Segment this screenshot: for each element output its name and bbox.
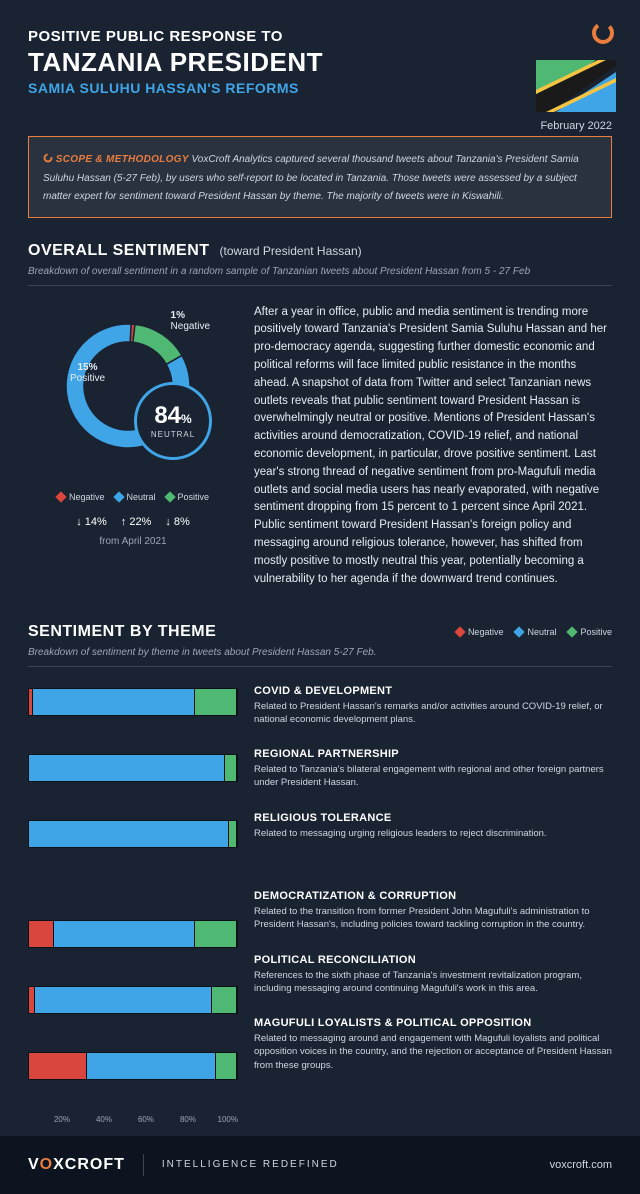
theme-item: POLITICAL RECONCILIATION References to th…: [254, 954, 612, 996]
footer: VOXCROFT INTELLIGENCE REDEFINED voxcroft…: [0, 1136, 640, 1194]
theme-item: RELIGIOUS TOLERANCE Related to messaging …: [254, 812, 612, 840]
overall-body-text: After a year in office, public and media…: [254, 304, 612, 589]
change-legend: Negative Neutral Positive: [28, 492, 238, 502]
change-neutral: ↑ 22%: [121, 516, 152, 528]
theme-item-title: REGIONAL PARTNERSHIP: [254, 748, 612, 760]
themes-text-column: COVID & DEVELOPMENT Related to President …: [254, 685, 612, 1124]
overall-title: OVERALL SENTIMENT: [28, 242, 210, 260]
diamond-icon: [113, 491, 124, 502]
theme-item-desc: Related to messaging around and engageme…: [254, 1032, 612, 1072]
donut-center-badge: 84% NEUTRAL: [134, 382, 212, 460]
themes-subtitle: Breakdown of sentiment by theme in tweet…: [28, 647, 612, 667]
theme-bar: [28, 817, 238, 851]
theme-item-title: MAGUFULI LOYALISTS & POLITICAL OPPOSITIO…: [254, 1017, 612, 1029]
overall-paren: (toward President Hassan): [220, 244, 362, 258]
donut-chart: 1% Negative 15% Positive 84% NEUTRAL: [48, 304, 218, 474]
theme-item-title: POLITICAL RECONCILIATION: [254, 954, 612, 966]
theme-item: COVID & DEVELOPMENT Related to President …: [254, 685, 612, 727]
theme-bar: [28, 751, 238, 785]
overall-body-column: After a year in office, public and media…: [254, 304, 612, 589]
scope-box: SCOPE & METHODOLOGY VoxCroft Analytics c…: [28, 137, 612, 218]
donut-positive-label: 15% Positive: [70, 362, 105, 384]
title-line2: TANZANIA PRESIDENT: [28, 47, 612, 78]
infographic-page: POSITIVE PUBLIC RESPONSE TO TANZANIA PRE…: [0, 0, 640, 1194]
donut-negative-label: 1% Negative: [171, 310, 210, 332]
theme-item: MAGUFULI LOYALISTS & POLITICAL OPPOSITIO…: [254, 1017, 612, 1072]
overall-subtitle: Breakdown of overall sentiment in a rand…: [28, 266, 612, 286]
logo-ring-icon: [590, 20, 616, 51]
footer-brand: VOXCROFT: [28, 1156, 125, 1174]
theme-item-title: RELIGIOUS TOLERANCE: [254, 812, 612, 824]
tanzania-flag-icon: [536, 60, 616, 117]
overall-title-row: OVERALL SENTIMENT (toward President Hass…: [0, 218, 640, 262]
change-negative: ↓ 14%: [76, 516, 107, 528]
scope-label: SCOPE & METHODOLOGY: [56, 154, 189, 165]
diamond-icon: [55, 491, 66, 502]
theme-item: REGIONAL PARTNERSHIP Related to Tanzania'…: [254, 748, 612, 790]
donut-column: 1% Negative 15% Positive 84% NEUTRAL Neg…: [28, 304, 238, 589]
bars-axis: 20% 40% 60% 80% 100%: [28, 1115, 238, 1124]
theme-item-desc: Related to messaging urging religious le…: [254, 827, 612, 840]
theme-bar: [28, 685, 238, 719]
title-line1: POSITIVE PUBLIC RESPONSE TO: [28, 28, 612, 45]
theme-item-desc: Related to Tanzania's bilateral engageme…: [254, 763, 612, 790]
diamond-icon: [164, 491, 175, 502]
title-line3: SAMIA SULUHU HASSAN'S REFORMS: [28, 80, 612, 96]
themes-legend: Negative Neutral Positive: [456, 627, 612, 637]
header: POSITIVE PUBLIC RESPONSE TO TANZANIA PRE…: [0, 0, 640, 108]
theme-item: DEMOCRATIZATION & CORRUPTION Related to t…: [254, 890, 612, 932]
themes-title: SENTIMENT BY THEME: [28, 623, 216, 641]
diamond-icon: [567, 626, 578, 637]
change-from: from April 2021: [28, 536, 238, 547]
footer-url: voxcroft.com: [550, 1159, 612, 1171]
change-positive: ↓ 8%: [165, 516, 189, 528]
change-values: ↓ 14% ↑ 22% ↓ 8%: [28, 516, 238, 528]
theme-bar: [28, 983, 238, 1017]
theme-item-title: COVID & DEVELOPMENT: [254, 685, 612, 697]
diamond-icon: [514, 626, 525, 637]
theme-item-desc: Related to the transition from former Pr…: [254, 905, 612, 932]
theme-item-title: DEMOCRATIZATION & CORRUPTION: [254, 890, 612, 902]
bars-column: 20% 40% 60% 80% 100%: [28, 685, 238, 1124]
date-label: February 2022: [540, 120, 612, 132]
theme-item-desc: Related to President Hassan's remarks an…: [254, 700, 612, 727]
themes-content: 20% 40% 60% 80% 100% COVID & DEVELOPMENT…: [0, 667, 640, 1136]
overall-content: 1% Negative 15% Positive 84% NEUTRAL Neg…: [0, 286, 640, 599]
theme-bar: [28, 917, 238, 951]
themes-title-row: SENTIMENT BY THEME Negative Neutral Posi…: [0, 599, 640, 643]
footer-tagline: INTELLIGENCE REDEFINED: [162, 1159, 339, 1170]
theme-item-desc: References to the sixth phase of Tanzani…: [254, 969, 612, 996]
diamond-icon: [454, 626, 465, 637]
theme-bar: [28, 1049, 238, 1083]
